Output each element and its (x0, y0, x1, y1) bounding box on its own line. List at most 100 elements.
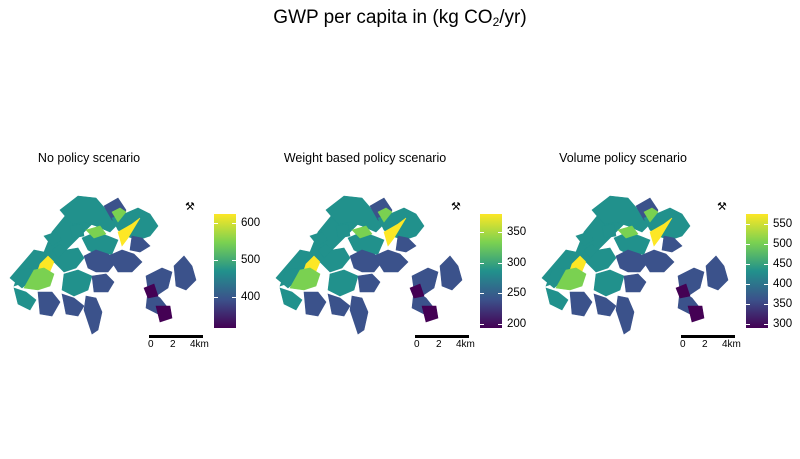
main-title: GWP per capita in (kg CO2/yr) (0, 6, 800, 34)
district-region (545, 287, 569, 311)
district-region (569, 291, 593, 317)
legend-tick-mark (746, 264, 750, 265)
scale-label: 4km (456, 339, 475, 350)
legend-tick-mark (498, 262, 502, 264)
district-region (143, 283, 159, 299)
legend-tick-mark (764, 244, 768, 245)
legend-tick-mark (498, 293, 502, 295)
district-region (83, 249, 117, 273)
legend-tick-mark (480, 293, 484, 295)
legend-tick-label: 550 (773, 218, 793, 230)
district-region (687, 305, 705, 323)
district-region (583, 243, 599, 259)
district-region (155, 305, 173, 323)
legend-tick-mark (764, 324, 768, 325)
legend-tick-label: 500 (241, 253, 261, 266)
title-text: GWP per capita in (kg CO (273, 7, 493, 28)
map-panel-weight-policy: Weight based policy scenario ⚒ 350 300 250 2… (266, 150, 532, 360)
district-region (69, 223, 85, 239)
scale-label: 0 (148, 339, 154, 350)
district-region (351, 225, 373, 239)
district-region (117, 217, 141, 247)
legend-tick-mark (232, 296, 236, 298)
legend-tick-label: 600 (241, 217, 261, 230)
district-region (107, 249, 143, 273)
legend-tick-label: 300 (773, 318, 793, 330)
legend-tick-mark (746, 244, 750, 245)
district-region (593, 269, 625, 297)
district-region (555, 267, 587, 291)
scale-bar (149, 335, 203, 338)
map-panel-no-policy: No policy scenario ⚒ 600 500 400 0 2 4km (0, 150, 266, 360)
district-region (23, 267, 55, 291)
legend-tick-mark (480, 323, 484, 325)
legend-tick-label: 350 (773, 298, 793, 310)
panel-title: No policy scenario (37, 151, 141, 165)
map-panel-volume-policy: Volume policy scenario ⚒ 550 500 450 400 350 3… (532, 150, 798, 360)
legend-tick-mark (746, 304, 750, 305)
district-region (83, 295, 103, 335)
district-region (439, 255, 463, 291)
district-region (327, 293, 351, 317)
district-region (317, 243, 333, 259)
district-region (61, 269, 93, 297)
district-region (279, 267, 299, 287)
district-region (335, 223, 351, 239)
legend-colorbar (480, 214, 502, 328)
legend-tick-mark (746, 224, 750, 225)
legend-tick-label: 300 (507, 256, 527, 269)
scale-label: 0 (414, 339, 420, 350)
district-region (13, 287, 37, 311)
district-region (111, 207, 127, 223)
legend-tick-mark (214, 259, 218, 261)
district-region (51, 243, 67, 259)
scale-label: 2 (436, 339, 442, 350)
choropleth-map (275, 195, 463, 335)
legend-tick-mark (214, 296, 218, 298)
district-region (409, 283, 425, 299)
scale-label: 4km (190, 339, 209, 350)
district-region (289, 267, 321, 291)
district-region (373, 249, 409, 273)
scale-label: 4km (722, 339, 741, 350)
legend-tick-mark (764, 284, 768, 285)
legend-tick-mark (498, 232, 502, 234)
district-region (303, 291, 327, 317)
legend-tick-mark (232, 259, 236, 261)
district-region (13, 267, 33, 287)
legend-tick-label: 400 (241, 290, 261, 303)
district-region (649, 217, 673, 247)
district-region (395, 235, 417, 253)
panel-title: Volume policy scenario (559, 151, 687, 165)
district-region (377, 207, 393, 223)
district-region (661, 235, 683, 253)
legend-tick-mark (746, 324, 750, 325)
choropleth-map (9, 195, 197, 335)
title-units: yr) (504, 7, 527, 28)
legend-tick-mark (764, 224, 768, 225)
district-region (593, 293, 617, 317)
district-region (91, 273, 115, 293)
legend-tick-label: 400 (773, 278, 793, 290)
district-region (309, 231, 329, 247)
legend-tick-label: 500 (773, 238, 793, 250)
north-arrow-icon: ⚒ (451, 201, 461, 213)
district-region (591, 195, 651, 233)
legend-tick-label: 350 (507, 226, 527, 239)
district-region (173, 255, 197, 291)
choropleth-map (541, 195, 729, 335)
legend-tick-mark (764, 264, 768, 265)
district-region (357, 273, 381, 293)
legend-tick-mark (480, 232, 484, 234)
panel-title: Weight based policy scenario (283, 151, 447, 165)
legend-tick-mark (746, 284, 750, 285)
district-region (643, 207, 659, 223)
district-region (325, 195, 385, 233)
district-region (545, 267, 565, 287)
legend-tick-mark (214, 223, 218, 225)
district-region (601, 223, 617, 239)
scale-bar (681, 335, 735, 338)
district-region (327, 269, 359, 297)
legend-tick-mark (480, 262, 484, 264)
north-arrow-icon: ⚒ (185, 201, 195, 213)
